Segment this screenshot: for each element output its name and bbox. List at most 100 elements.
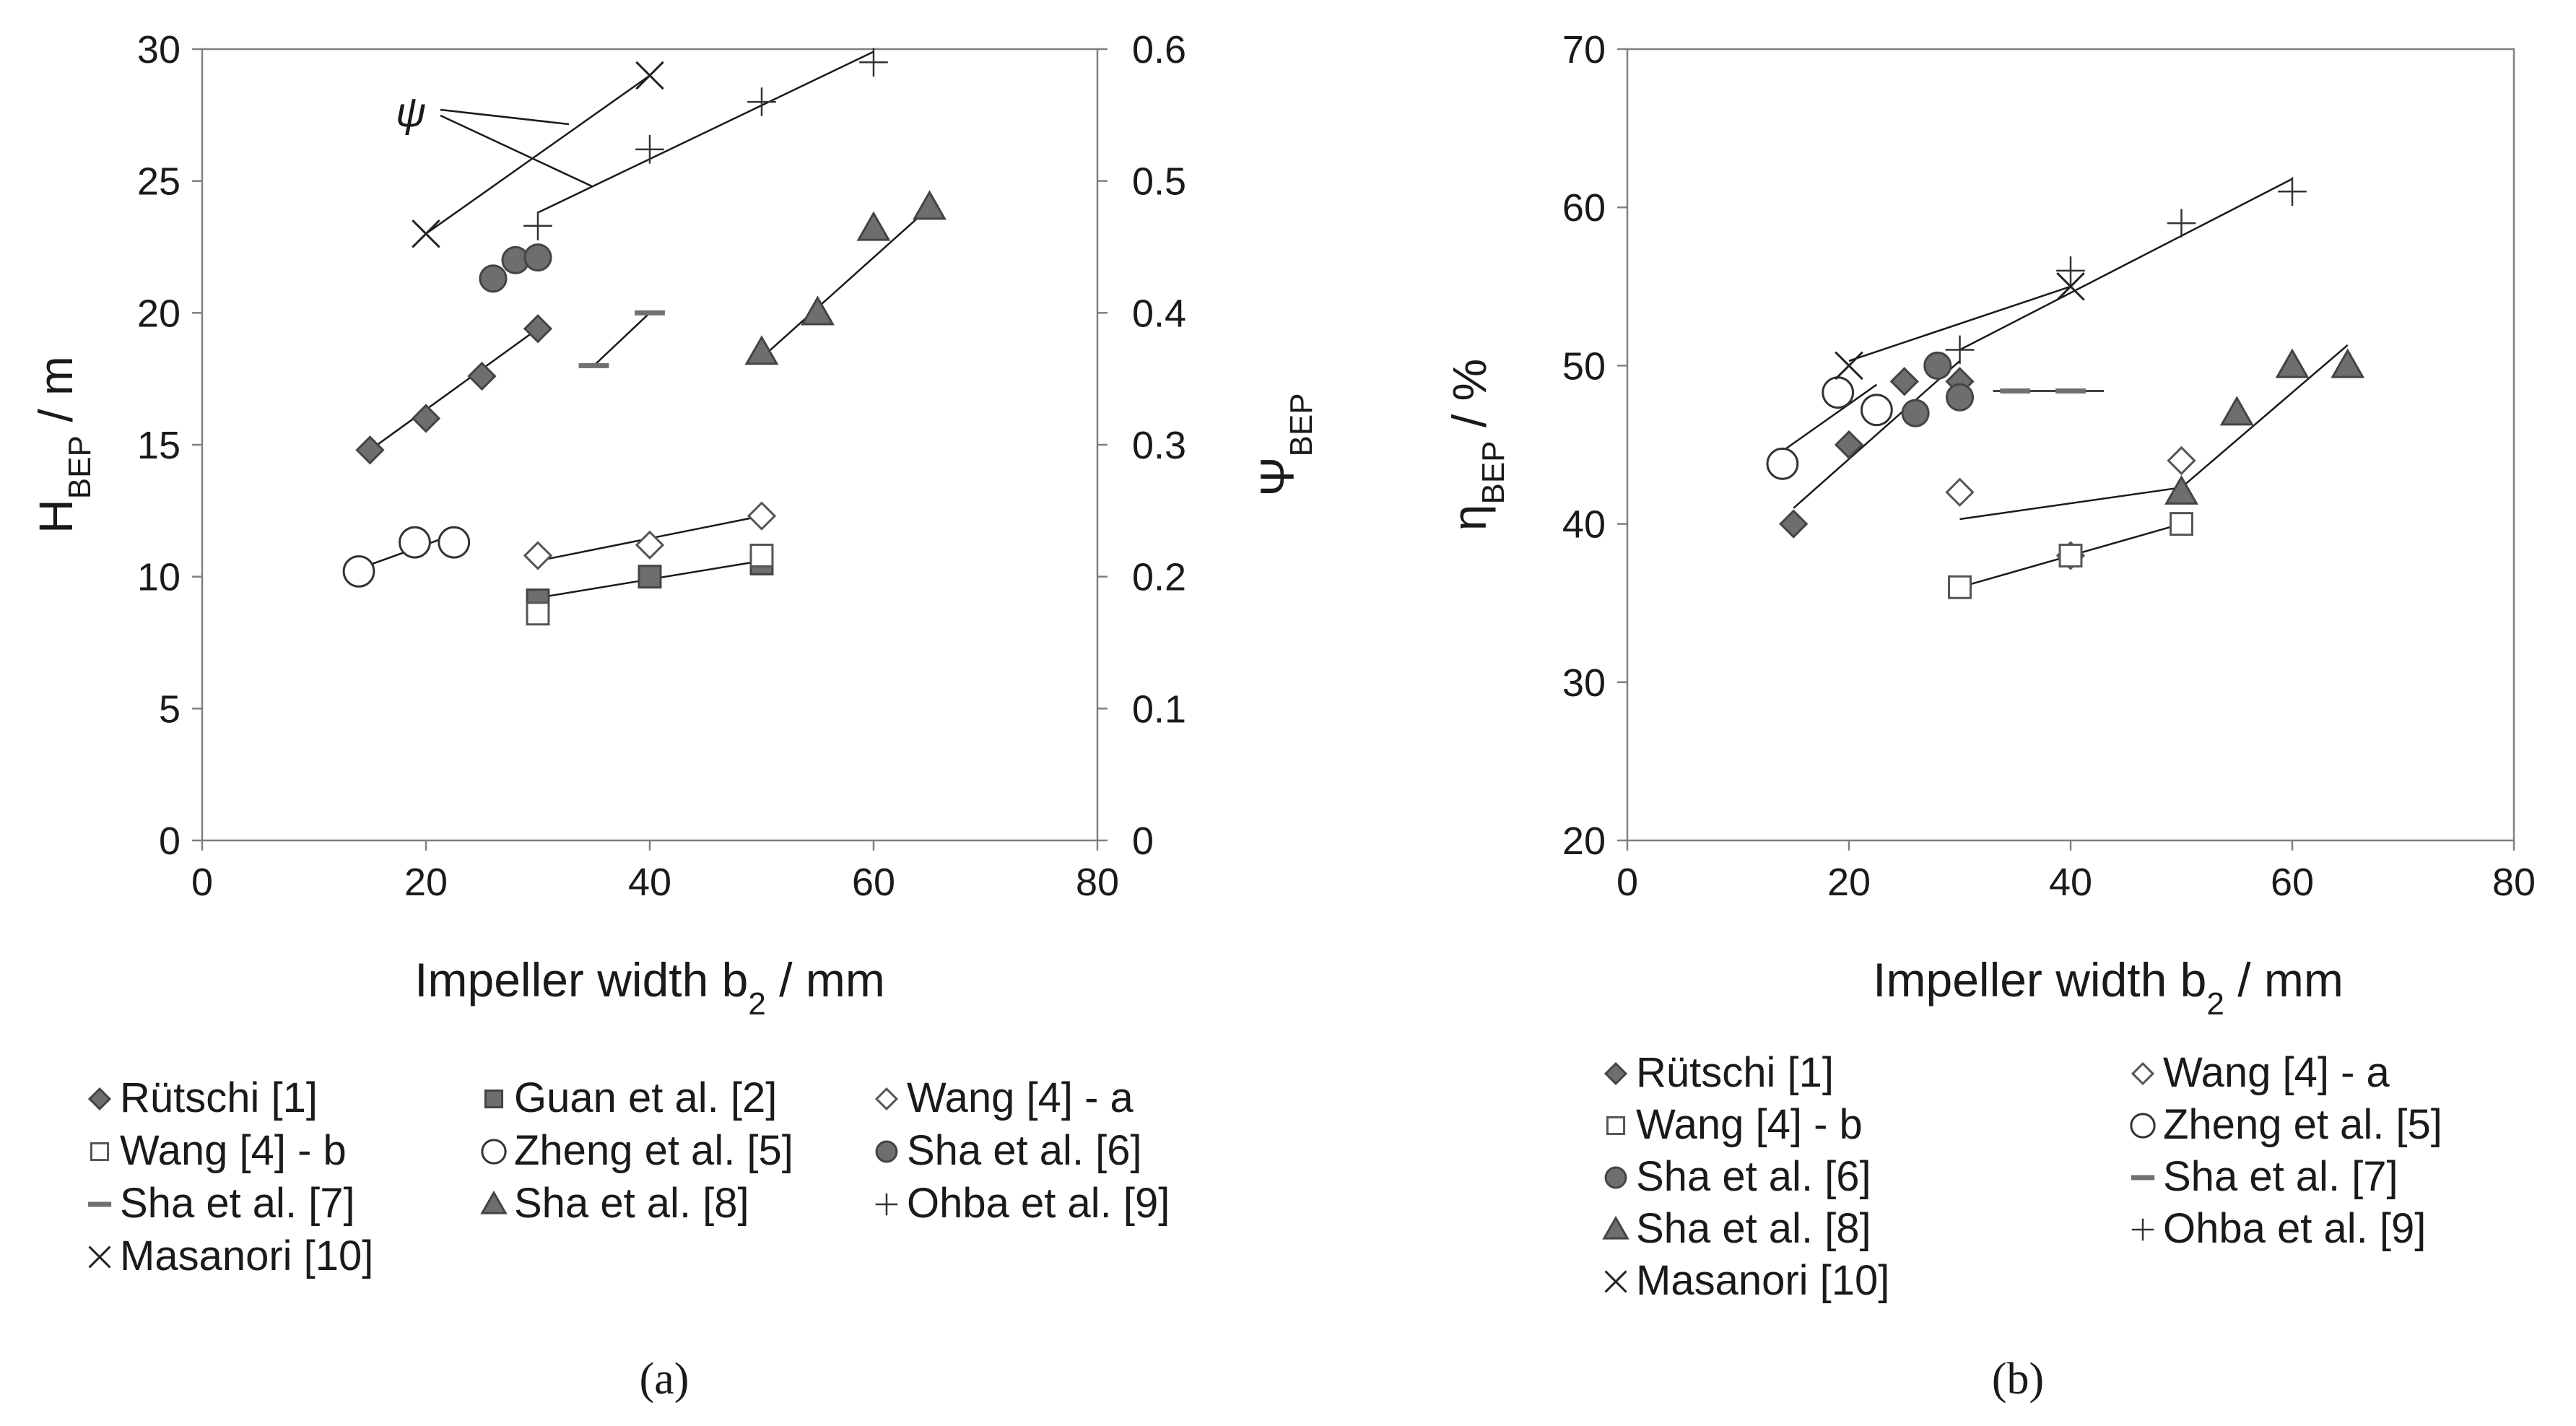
legend-marker-sha-et-al-8 [480, 1190, 508, 1214]
point-ohba-et-al-9-2 [747, 87, 776, 116]
point-sha-et-al-8-2 [2275, 348, 2310, 378]
legend-marker-wang-4-a [874, 1087, 899, 1111]
legend-marker-masanori-10 [88, 1245, 111, 1269]
point-zheng-et-al-5-1 [399, 526, 431, 559]
y-tick-label-15: 15 [137, 424, 180, 467]
point-wang-4-b-2 [2170, 512, 2193, 536]
x-tick-label-40: 40 [628, 861, 671, 904]
y2-tick-label-0.1: 0.1 [1132, 687, 1186, 731]
x-tick-label-40: 40 [2049, 861, 2092, 904]
point-r-tschi-1-3 [523, 314, 553, 344]
point-r-tschi-1-2 [467, 361, 497, 391]
point-wang-4-a-2 [747, 501, 777, 531]
point-sha-et-al-8-0 [2164, 474, 2198, 505]
legend-label-ohba-et-al-9: Ohba et al. [9] [2163, 1205, 2426, 1252]
legend-marker-zheng-et-al-5 [481, 1139, 507, 1165]
trendline-sha-et-al-7 [593, 312, 650, 367]
trendline-r-tschi-1 [1793, 360, 1961, 509]
y-ticks-a: 0 5 10 15 20 25 30 [137, 28, 202, 863]
markers-a [342, 48, 947, 626]
y-tick-label-30: 30 [1562, 661, 1606, 705]
x-axis-label-b: Impeller width b2 / mm [1873, 953, 2344, 1022]
trendlines-b [1782, 178, 2349, 588]
legend-marker-r-tschi-1 [1604, 1061, 1628, 1086]
point-sha-et-al-8-2 [856, 211, 891, 241]
point-wang-4-a-1 [635, 530, 665, 560]
point-wang-4-a-0 [1945, 477, 1975, 507]
trendline-ohba-et-al-9 [537, 51, 874, 214]
legend-label-sha-et-al-7: Sha et al. [7] [2163, 1153, 2398, 1200]
legend-label-masanori-10: Masanori [10] [120, 1232, 373, 1279]
legend-item-sha-et-al-7: Sha et al. [7] [87, 1180, 355, 1227]
x-tick-label-80: 80 [1076, 861, 1119, 904]
legend-label-zheng-et-al-5: Zheng et al. [5] [2163, 1101, 2442, 1148]
trendline-ohba-et-al-9 [1959, 178, 2293, 351]
legend-marker-ohba-et-al-9 [875, 1193, 898, 1216]
legend-item-guan-et-al-2: Guan et al. [2] [484, 1074, 777, 1121]
point-sha-et-al-8-3 [2331, 348, 2365, 378]
trendline-masanori-10 [425, 74, 650, 235]
y2-tick-label-0.5: 0.5 [1132, 160, 1186, 204]
legend-item-sha-et-al-8: Sha et al. [8] [1602, 1205, 1871, 1252]
y-tick-label-25: 25 [137, 160, 180, 204]
legend-item-sha-et-al-6: Sha et al. [6] [875, 1127, 1142, 1174]
legend-marker-sha-et-al-6 [1604, 1166, 1627, 1189]
y-axis-label-b: ηBEP / % [1443, 359, 1511, 531]
legend-item-wang-4-b: Wang [4] - b [90, 1127, 347, 1174]
point-sha-et-al-8-3 [913, 190, 947, 220]
point-ohba-et-al-9-3 [859, 48, 888, 77]
legend-marker-sha-et-al-7 [87, 1201, 112, 1207]
legend-label-ohba-et-al-9: Ohba et al. [9] [907, 1180, 1170, 1227]
point-zheng-et-al-5-2 [1860, 394, 1893, 427]
trendline-wang-4-a [1959, 486, 2182, 521]
psi-leader-1 [440, 108, 570, 126]
y-tick-label-60: 60 [1562, 186, 1606, 230]
legend-marker-wang-4-a [2131, 1061, 2155, 1086]
y2-tick-label-0.2: 0.2 [1132, 556, 1186, 599]
y-axis-label-a: HBEP / m [29, 356, 97, 534]
point-sha-et-al-7-1 [2055, 388, 2086, 394]
legend-label-zheng-et-al-5: Zheng et al. [5] [514, 1127, 793, 1174]
y-ticks-b: 20 30 40 50 60 70 [1562, 28, 1627, 863]
legend-label-wang-4-a: Wang [4] - a [2163, 1049, 2390, 1096]
x-ticks-a: 0 20 40 60 80 [191, 840, 1119, 904]
y-tick-label-5: 5 [159, 687, 180, 731]
x-tick-label-60: 60 [852, 861, 895, 904]
point-sha-et-al-8-0 [744, 335, 779, 365]
psi-leader-2 [440, 114, 593, 188]
point-zheng-et-al-5-0 [342, 555, 375, 588]
plot-area-a [201, 48, 1099, 842]
point-sha-et-al-6-0 [1901, 399, 1930, 427]
point-r-tschi-1-0 [1779, 509, 1809, 539]
legend-item-sha-et-al-6: Sha et al. [6] [1604, 1153, 1871, 1200]
y-tick-label-0: 0 [159, 819, 180, 863]
legend-item-sha-et-al-7: Sha et al. [7] [2131, 1153, 2398, 1200]
legend-label-guan-et-al-2: Guan et al. [2] [514, 1074, 777, 1121]
x-tick-label-0: 0 [1616, 861, 1638, 904]
x-tick-label-60: 60 [2271, 861, 2314, 904]
legend-item-zheng-et-al-5: Zheng et al. [5] [2130, 1101, 2442, 1148]
point-r-tschi-1-2 [1889, 367, 1919, 396]
legend-label-wang-4-a: Wang [4] - a [907, 1074, 1134, 1121]
point-ohba-et-al-9-1 [2056, 256, 2085, 285]
legend-item-masanori-10: Masanori [10] [88, 1232, 373, 1279]
point-masanori-10-1 [635, 61, 664, 90]
x-tick-label-80: 80 [2492, 861, 2536, 904]
point-zheng-et-al-5-0 [1766, 447, 1799, 480]
y-tick-label-10: 10 [137, 556, 180, 599]
legend-marker-masanori-10 [1604, 1270, 1627, 1293]
point-wang-4-b-0 [1948, 575, 1972, 599]
legend-item-wang-4-b: Wang [4] - b [1606, 1101, 1863, 1148]
point-masanori-10-0 [1835, 351, 1863, 381]
x-tick-label-20: 20 [404, 861, 448, 904]
point-ohba-et-al-9-2 [2167, 209, 2196, 238]
legend-marker-ohba-et-al-9 [2131, 1218, 2154, 1241]
point-wang-4-a-2 [2167, 445, 2196, 476]
legend-label-masanori-10: Masanori [10] [1636, 1257, 1889, 1304]
point-wang-4-b-1 [749, 543, 774, 568]
legend-item-wang-4-a: Wang [4] - a [874, 1074, 1134, 1121]
y-tick-label-20: 20 [1562, 819, 1606, 863]
